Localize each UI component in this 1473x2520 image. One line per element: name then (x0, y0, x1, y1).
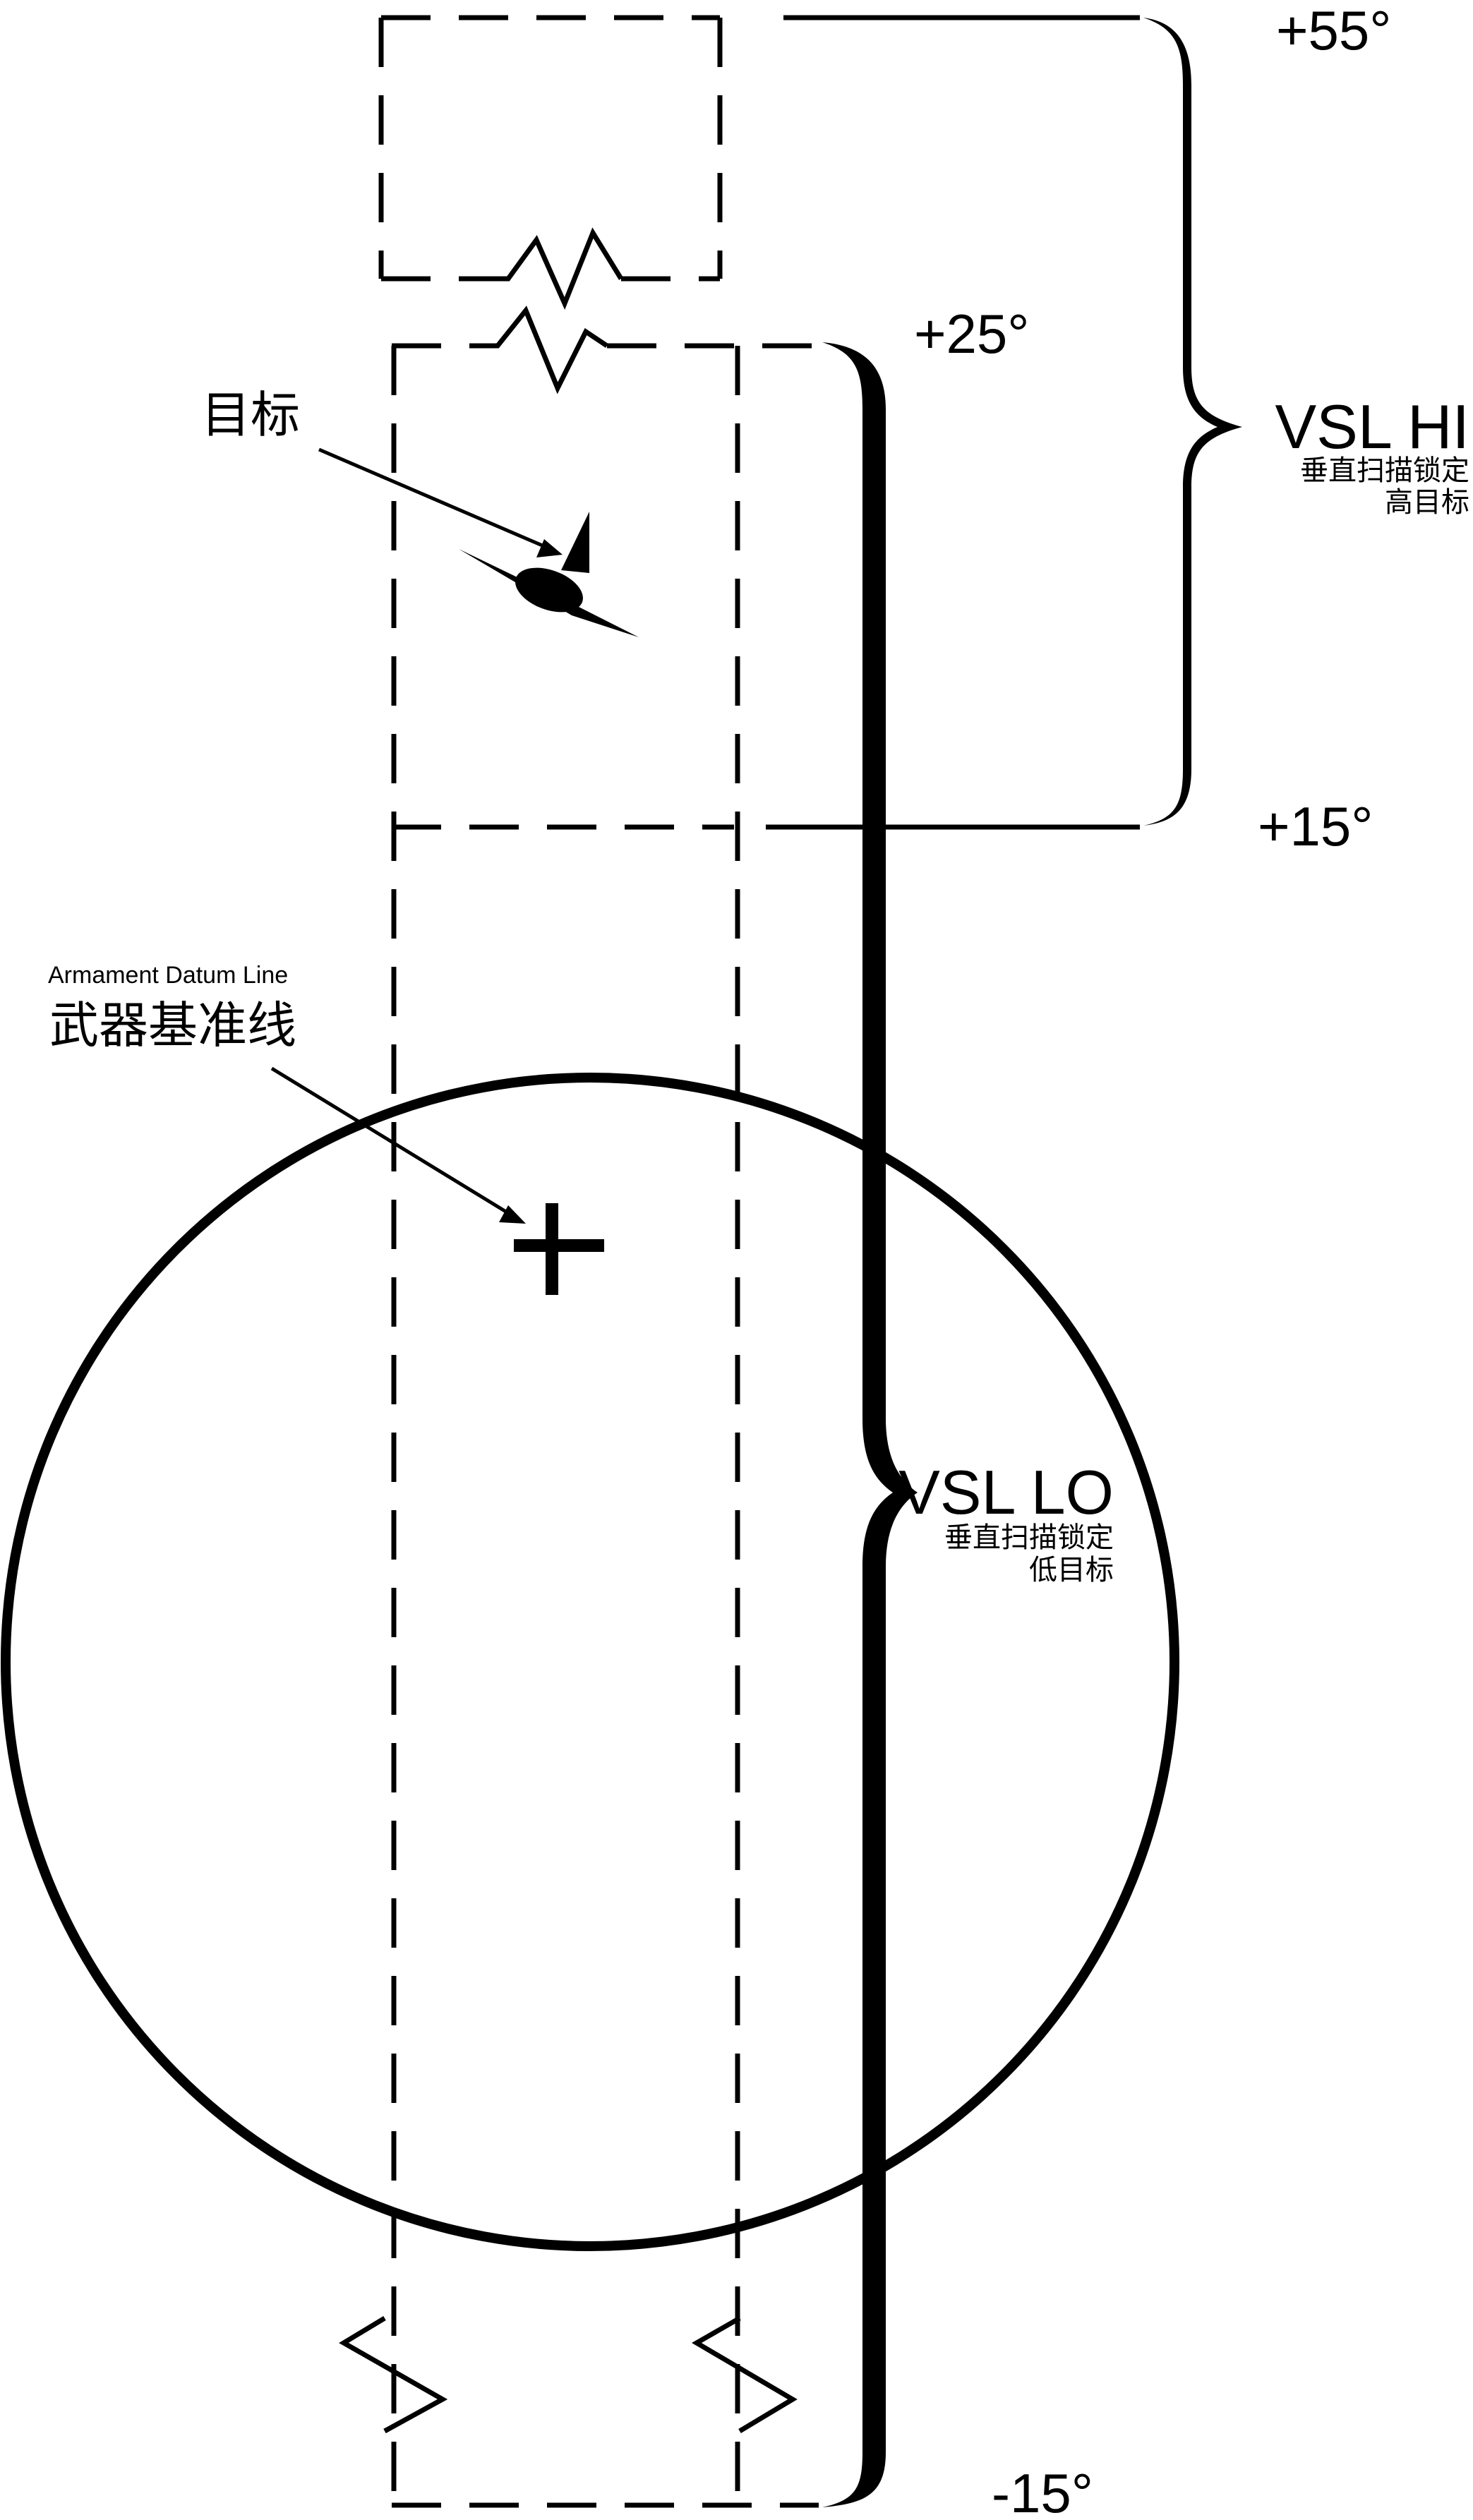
vsl-lo-bottom-break-left-icon (339, 2316, 448, 2434)
aircraft-icon (459, 512, 639, 637)
datum-pointer (270, 1066, 526, 1224)
angle-label-hi-bottom: +15° (1258, 795, 1373, 857)
hud-circle (1, 1073, 1179, 2251)
angle-label-lo-top: +25° (914, 303, 1030, 365)
target-pointer (318, 447, 563, 557)
vsl-hi-subtitle: 垂直扫描锁定 (1300, 455, 1469, 486)
vsl-lo-break-icon (473, 306, 608, 394)
vsl-hi-scan-box (378, 15, 723, 282)
angle-label-hi-top: +55° (1276, 0, 1392, 61)
vsl-lo-scan-box (391, 343, 819, 2508)
vsl-hi-break-icon (480, 227, 623, 310)
angle-label-lo-bottom: -15° (992, 2462, 1093, 2520)
vsl-hi-subtitle-2: 高目标 (1385, 487, 1469, 518)
vsl-hi-title: VSL HI (1275, 392, 1469, 462)
datum-label-en: Armament Datum Line (48, 962, 288, 989)
vsl-lo-bottom-break-right-icon (692, 2315, 798, 2434)
target-label: 目标 (201, 387, 300, 442)
cross-icon (514, 1203, 604, 1295)
datum-label-cn: 武器基准线 (49, 998, 296, 1053)
vsl-lo-subtitle-2: 低目标 (1029, 1555, 1114, 1586)
vsl-hi-brace (1143, 18, 1242, 826)
vsl-lo-subtitle: 垂直扫描锁定 (944, 1522, 1114, 1553)
vsl-lo-title: VSL LO (898, 1457, 1114, 1527)
vsl-lo-brace (822, 342, 918, 2507)
